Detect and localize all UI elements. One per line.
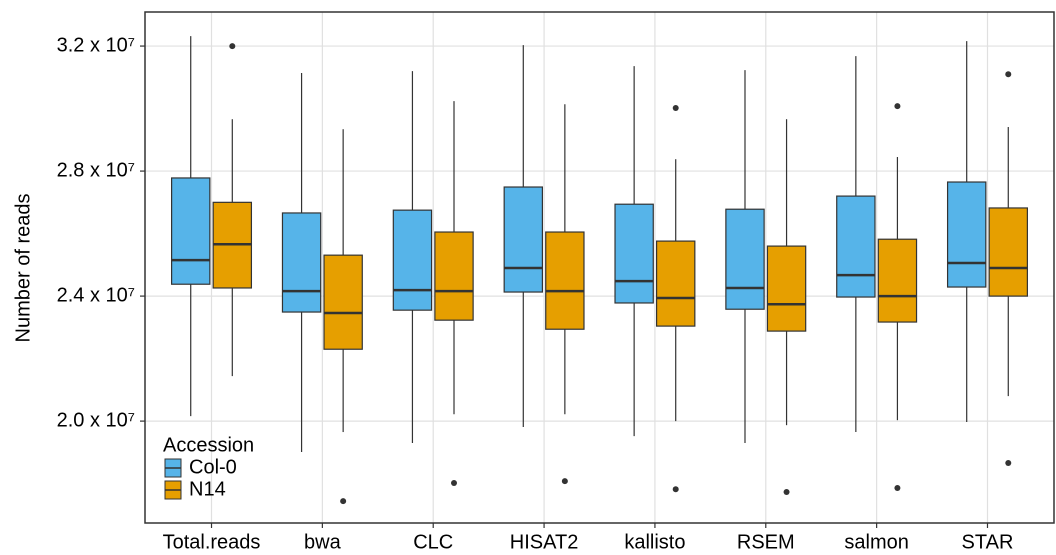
- plot-layer: [145, 12, 1054, 523]
- outlier: [672, 486, 679, 493]
- box-group: [545, 104, 585, 485]
- legend-label: Col-0: [189, 456, 237, 478]
- x-tick-label: STAR: [962, 531, 1014, 553]
- x-tick-label: CLC: [413, 531, 453, 553]
- y-tick-label: 3.2 x 10⁷: [57, 34, 135, 56]
- box: [655, 240, 696, 327]
- outlier: [561, 478, 568, 485]
- box-group: [212, 43, 253, 377]
- outlier: [340, 498, 347, 505]
- box: [877, 238, 918, 323]
- x-tick-label: Total.reads: [163, 531, 261, 553]
- box: [946, 181, 987, 288]
- y-tick-label: 2.0 x 10⁷: [57, 409, 135, 431]
- box: [614, 203, 654, 304]
- outlier: [783, 489, 790, 496]
- box: [392, 209, 433, 311]
- box-group: [766, 119, 807, 496]
- box: [725, 208, 765, 310]
- x-tick-label: bwa: [304, 531, 342, 553]
- box: [503, 186, 544, 293]
- x-tick-label: RSEM: [737, 531, 795, 553]
- box-group: [836, 56, 876, 433]
- y-tick-label: 2.4 x 10⁷: [57, 284, 135, 306]
- box-group: [877, 103, 918, 491]
- outlier: [894, 103, 901, 110]
- outlier: [1005, 459, 1012, 466]
- legend-label: N14: [189, 478, 226, 500]
- box-group: [655, 104, 696, 493]
- box-group: [946, 41, 987, 423]
- box-group: [323, 129, 363, 505]
- box: [988, 207, 1028, 297]
- box-group: [614, 66, 654, 437]
- plot-border: [144, 11, 1055, 524]
- box-group: [988, 71, 1028, 466]
- box-group: [503, 45, 544, 428]
- x-tick-label: salmon: [844, 531, 908, 553]
- outlier: [229, 43, 236, 50]
- box-group: [725, 70, 765, 443]
- box: [281, 212, 322, 313]
- box-group: [281, 72, 322, 453]
- outlier: [451, 479, 458, 486]
- outlier: [1005, 71, 1012, 78]
- outlier: [672, 104, 679, 111]
- legend-title: Accession: [163, 434, 254, 456]
- box: [171, 177, 211, 285]
- box-group: [171, 36, 211, 417]
- box: [836, 195, 876, 298]
- x-tick-label: HISAT2: [510, 531, 579, 553]
- box: [545, 231, 585, 330]
- box-group: [434, 101, 474, 486]
- box: [766, 245, 807, 332]
- plot-background: [145, 12, 1054, 523]
- x-tick-label: kallisto: [624, 531, 685, 553]
- box: [323, 254, 363, 350]
- box-group: [392, 71, 433, 443]
- y-tick-label: 2.8 x 10⁷: [57, 159, 135, 181]
- y-axis-label: Number of reads: [12, 194, 34, 343]
- box: [434, 231, 474, 321]
- outlier: [894, 484, 901, 491]
